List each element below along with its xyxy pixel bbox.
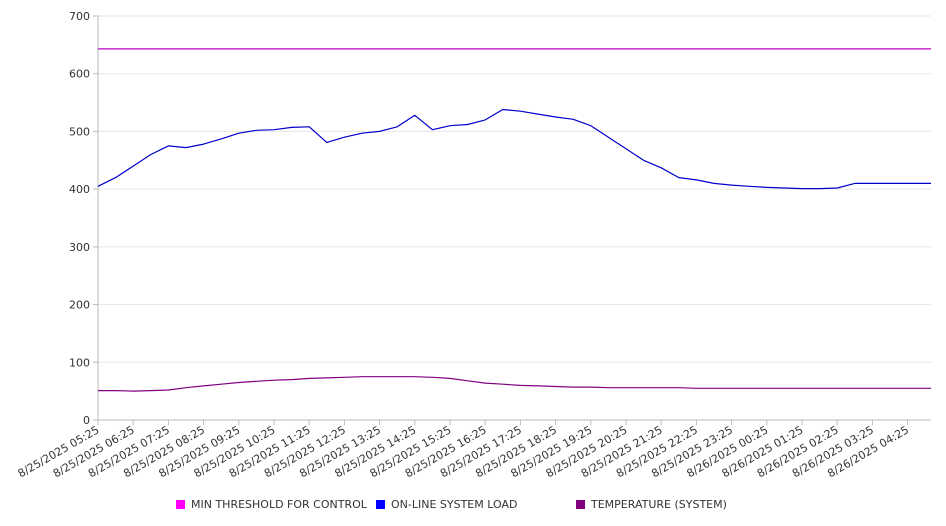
legend-label-temperature: TEMPERATURE (SYSTEM) xyxy=(591,498,727,511)
y-tick-label: 700 xyxy=(69,10,90,23)
y-tick-label: 300 xyxy=(69,241,90,254)
legend-swatch-temperature xyxy=(576,500,585,509)
y-tick-label: 100 xyxy=(69,356,90,369)
legend-swatch-system-load xyxy=(376,500,385,509)
legend-label-system-load: ON-LINE SYSTEM LOAD xyxy=(391,498,518,511)
legend-swatch-min-threshold xyxy=(176,500,185,509)
x-axis: 8/25/2025 05:258/25/2025 06:258/25/2025 … xyxy=(16,419,931,480)
grid-lines xyxy=(98,15,931,421)
y-tick-label: 200 xyxy=(69,299,90,312)
legend-item-temperature[interactable]: TEMPERATURE (SYSTEM) xyxy=(576,498,727,511)
legend: MIN THRESHOLD FOR CONTROL ON-LINE SYSTEM… xyxy=(0,496,946,516)
series-lines xyxy=(97,48,931,392)
legend-label-min-threshold: MIN THRESHOLD FOR CONTROL xyxy=(191,498,367,511)
y-tick-label: 400 xyxy=(69,183,90,196)
y-tick-label: 600 xyxy=(69,68,90,81)
series-line-temperature-system xyxy=(98,376,931,392)
legend-item-min-threshold[interactable]: MIN THRESHOLD FOR CONTROL xyxy=(176,498,367,511)
y-axis: 0 100 200 300 400 500 600 700 xyxy=(69,10,99,427)
legend-item-system-load[interactable]: ON-LINE SYSTEM LOAD xyxy=(376,498,517,511)
y-tick-label: 500 xyxy=(69,125,90,138)
y-tick-label: 0 xyxy=(83,414,90,427)
series-line-on-line-system-load xyxy=(97,108,931,190)
